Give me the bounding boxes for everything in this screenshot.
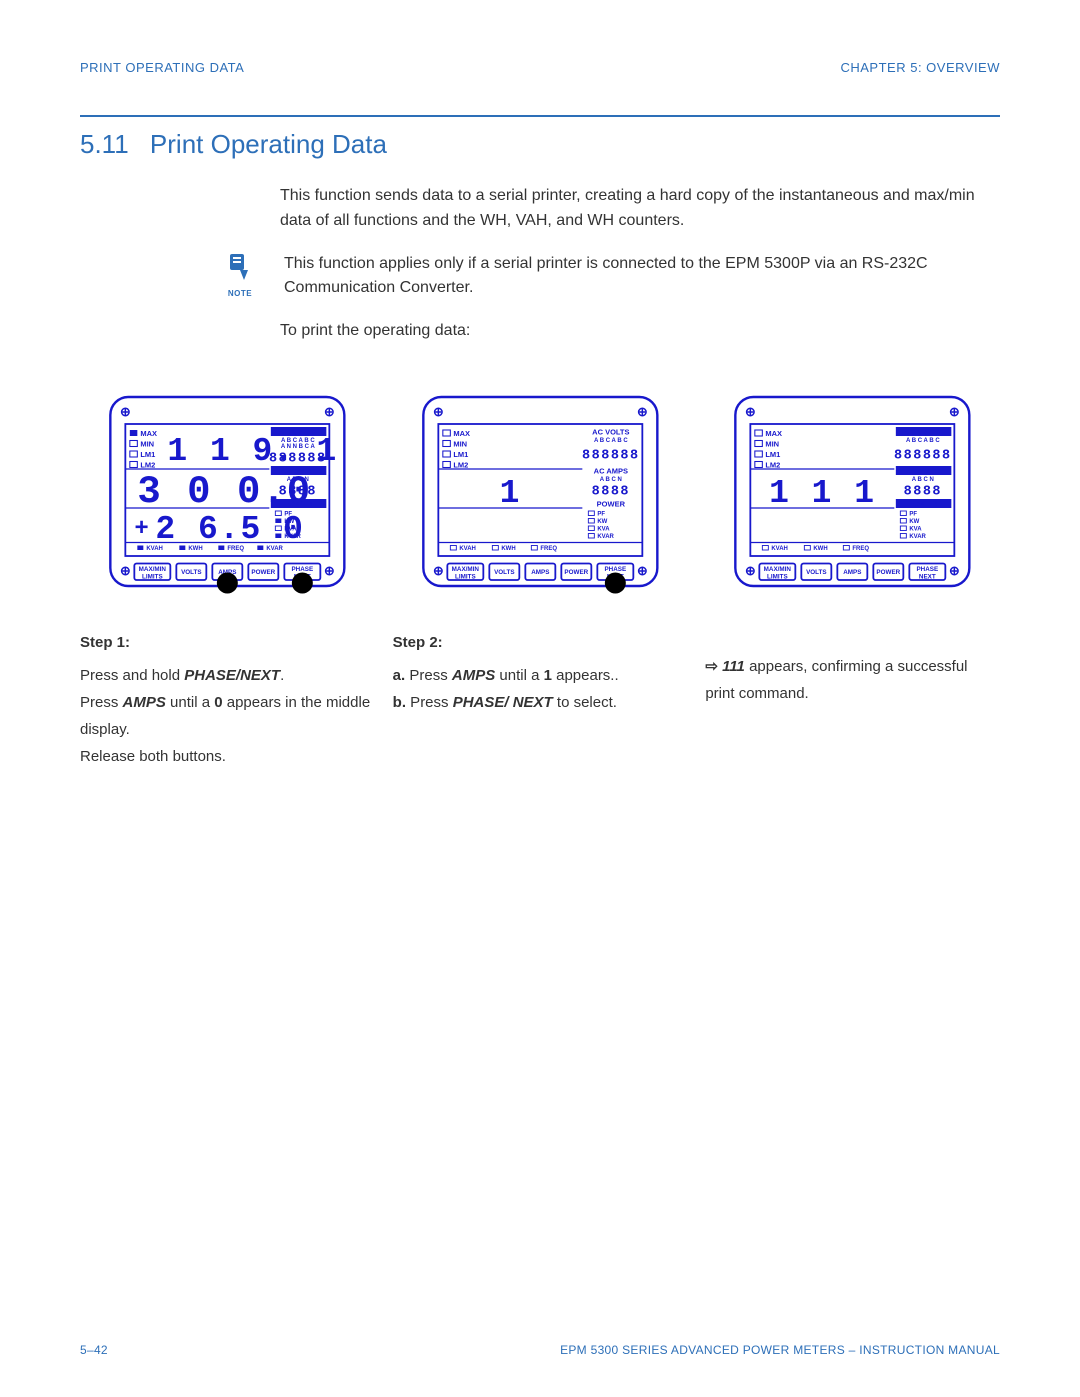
svg-text:KVAH: KVAH [772, 546, 789, 552]
svg-text:KWH: KWH [501, 546, 515, 552]
svg-text:VOLTS: VOLTS [494, 569, 515, 576]
svg-text:LIMITS: LIMITS [767, 573, 788, 580]
svg-text:A B C A B C: A B C A B C [906, 438, 940, 444]
svg-text:POWER: POWER [251, 569, 275, 576]
svg-text:AC VOLTS: AC VOLTS [904, 427, 941, 436]
footer-page-number: 5–42 [80, 1343, 108, 1357]
svg-text:KW: KW [597, 519, 607, 525]
svg-text:MAX/MIN: MAX/MIN [451, 566, 479, 573]
svg-text:LIMITS: LIMITS [142, 573, 163, 580]
svg-text:PHASE: PHASE [291, 566, 313, 573]
svg-text:KWH: KWH [814, 546, 828, 552]
svg-text:FREQ: FREQ [540, 546, 557, 552]
svg-text:MAX: MAX [453, 429, 470, 438]
svg-text:PF: PF [597, 511, 605, 517]
note-icon: NOTE [220, 252, 260, 298]
step-3-line: ⇨ 111 appears, confirming a successful p… [705, 653, 1000, 707]
svg-text:1 1 1: 1 1 1 [769, 475, 876, 512]
meter-panel-2: MAX MIN LM1 LM2 AC VOLTS A B C A B C 888… [393, 394, 688, 770]
svg-text:888888: 888888 [582, 448, 640, 463]
svg-text:+: + [134, 516, 150, 543]
svg-text:LM2: LM2 [140, 460, 155, 469]
svg-text:888888: 888888 [894, 448, 952, 463]
svg-text:MIN: MIN [453, 439, 467, 448]
svg-text:POWER: POWER [909, 499, 938, 508]
intro-paragraph: This function sends data to a serial pri… [280, 184, 1000, 234]
svg-text:MAX/MIN: MAX/MIN [764, 566, 792, 573]
svg-text:KW: KW [910, 519, 920, 525]
svg-text:FREQ: FREQ [227, 546, 244, 552]
meter-panel-3: MAX MIN LM1 LM2 AC VOLTS A B C A B C 888… [705, 394, 1000, 770]
svg-text:LM2: LM2 [453, 460, 468, 469]
page-header: PRINT OPERATING DATA CHAPTER 5: OVERVIEW [80, 60, 1000, 75]
svg-text:KVAH: KVAH [459, 546, 476, 552]
meter-panels-row: MAX MIN LM1 LM2 AC VOLTS A B C A B C A N… [80, 394, 1000, 770]
svg-text:LM2: LM2 [766, 460, 781, 469]
svg-text:POWER: POWER [564, 569, 588, 576]
step-1-line-3: Release both buttons. [80, 743, 375, 770]
svg-text:NEXT: NEXT [919, 573, 936, 580]
step-2-line-b: b. Press PHASE/ NEXT to select. [393, 689, 688, 716]
step-2-line-a: a. Press AMPS until a 1 appears.. [393, 662, 688, 689]
step-1-block: Step 1: Press and hold PHASE/NEXT. Press… [80, 629, 375, 770]
svg-text:1: 1 [499, 475, 520, 512]
svg-text:VOLTS: VOLTS [181, 569, 202, 576]
svg-text:A B C N: A B C N [912, 477, 934, 483]
svg-text:FREQ: FREQ [853, 546, 870, 552]
svg-text:MIN: MIN [766, 439, 780, 448]
svg-text:KVA: KVA [910, 526, 923, 532]
svg-text:KVA: KVA [597, 526, 610, 532]
section-heading: 5.11 Print Operating Data [80, 129, 1000, 160]
note-block: NOTE This function applies only if a ser… [80, 252, 1000, 302]
divider [80, 115, 1000, 117]
svg-text:PHASE: PHASE [917, 566, 939, 573]
meter-panel-1: MAX MIN LM1 LM2 AC VOLTS A B C A B C A N… [80, 394, 375, 770]
svg-text:1 1 9. 1: 1 1 9. 1 [167, 433, 337, 470]
page-footer: 5–42 EPM 5300 SERIES ADVANCED POWER METE… [80, 1343, 1000, 1357]
svg-text:AC VOLTS: AC VOLTS [592, 427, 629, 436]
step-2-block: Step 2: a. Press AMPS until a 1 appears.… [393, 629, 688, 716]
svg-text:AC AMPS: AC AMPS [593, 466, 627, 475]
svg-text:MAX: MAX [766, 429, 783, 438]
svg-text:KVAH: KVAH [146, 546, 163, 552]
step-2-title: Step 2: [393, 629, 688, 656]
svg-text:8888: 8888 [591, 484, 629, 499]
step-1-line-2: Press AMPS until a 0 appears in the midd… [80, 689, 375, 743]
step-3-block: ⇨ 111 appears, confirming a successful p… [705, 629, 1000, 707]
note-text: This function applies only if a serial p… [284, 252, 1000, 302]
svg-text:PHASE: PHASE [604, 566, 626, 573]
svg-text:VOLTS: VOLTS [806, 569, 827, 576]
svg-text:KVAR: KVAR [597, 534, 614, 540]
instruction-lead: To print the operating data: [280, 319, 1000, 344]
step-1-title: Step 1: [80, 629, 375, 656]
arrow-icon: ⇨ [705, 658, 722, 675]
svg-text:POWER: POWER [877, 569, 901, 576]
step-1-line-1: Press and hold PHASE/NEXT. [80, 662, 375, 689]
svg-text:AC AMPS: AC AMPS [906, 466, 940, 475]
svg-text:MIN: MIN [140, 439, 154, 448]
svg-text:AMPS: AMPS [844, 569, 862, 576]
svg-text:KVAR: KVAR [910, 534, 927, 540]
header-right: CHAPTER 5: OVERVIEW [840, 60, 1000, 75]
svg-text:A B C A B C: A B C A B C [594, 438, 628, 444]
svg-text:KVAR: KVAR [266, 546, 283, 552]
svg-text:KWH: KWH [188, 546, 202, 552]
header-left: PRINT OPERATING DATA [80, 60, 244, 75]
svg-text:MAX/MIN: MAX/MIN [139, 566, 167, 573]
footer-manual-title: EPM 5300 SERIES ADVANCED POWER METERS – … [560, 1343, 1000, 1357]
section-number: 5.11 [80, 129, 129, 159]
svg-text:PF: PF [910, 511, 918, 517]
svg-text:LM1: LM1 [766, 450, 781, 459]
svg-text:AMPS: AMPS [531, 569, 549, 576]
svg-text:LIMITS: LIMITS [455, 573, 476, 580]
svg-text:POWER: POWER [596, 499, 625, 508]
svg-text:A B C N: A B C N [599, 477, 621, 483]
svg-text:8888: 8888 [904, 484, 942, 499]
note-label: NOTE [220, 289, 260, 298]
section-title-text: Print Operating Data [150, 129, 387, 159]
svg-text:MAX: MAX [140, 429, 157, 438]
svg-text:LM1: LM1 [453, 450, 468, 459]
svg-text:LM1: LM1 [140, 450, 155, 459]
